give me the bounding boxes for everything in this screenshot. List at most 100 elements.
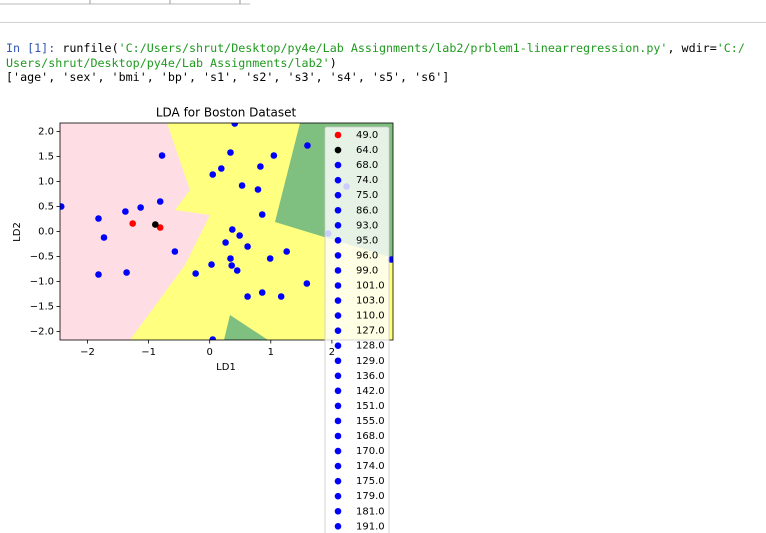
legend-label: 64.0 <box>356 145 378 156</box>
point <box>192 270 199 277</box>
legend-marker <box>334 372 342 380</box>
point <box>95 271 102 278</box>
legend-label: 181.0 <box>356 506 385 517</box>
legend-label: 127.0 <box>356 326 385 337</box>
point <box>254 186 262 193</box>
legend-marker <box>334 131 342 139</box>
legend-label: 68.0 <box>356 160 378 171</box>
x-tick-label: 1 <box>268 347 274 358</box>
point <box>304 142 311 149</box>
legend-marker <box>334 417 342 425</box>
y-tick-label: 1.0 <box>38 177 54 188</box>
legend-marker <box>334 342 342 350</box>
tab-bar <box>0 0 766 23</box>
legend-label: 142.0 <box>356 386 385 397</box>
point <box>244 293 251 300</box>
point <box>257 163 264 170</box>
legend-label: 95.0 <box>356 235 378 246</box>
legend-marker <box>334 492 342 500</box>
point <box>123 269 130 276</box>
legend-label: 75.0 <box>356 190 378 201</box>
legend-label: 175.0 <box>356 476 385 487</box>
legend-label: 170.0 <box>356 446 385 457</box>
tab-strip <box>0 0 250 5</box>
y-tick-label: −1.5 <box>30 302 54 313</box>
legend-marker <box>334 252 342 259</box>
point <box>270 152 278 159</box>
point <box>129 220 137 227</box>
x-tick-label: −2 <box>80 347 95 358</box>
legend-label: 179.0 <box>356 491 385 502</box>
legend-label: 136.0 <box>356 371 385 382</box>
point <box>152 221 159 228</box>
legend-label: 93.0 <box>356 220 378 231</box>
point <box>283 248 290 255</box>
code-string: 'C:/Users/shrut/Desktop/py4e/Lab Assignm… <box>118 41 668 55</box>
point <box>228 262 235 269</box>
point <box>209 171 217 178</box>
point <box>236 232 243 239</box>
code: runfile( <box>62 41 119 55</box>
point <box>231 123 239 127</box>
point <box>158 152 166 159</box>
point <box>100 234 108 241</box>
legend-marker <box>334 176 342 184</box>
prompt: In [1]: <box>6 41 56 55</box>
y-tick-label: −2.0 <box>30 327 54 338</box>
point <box>208 261 215 268</box>
point <box>95 215 102 222</box>
legend-marker <box>334 357 342 365</box>
y-tick-label: 0.5 <box>38 202 54 213</box>
point <box>233 267 241 274</box>
y-tick-label: 1.5 <box>38 152 54 163</box>
y-tick-label: 2.0 <box>38 127 54 138</box>
legend-label: 86.0 <box>356 205 378 216</box>
legend: 49.0 64.0 68.0 74.0 75.0 86.0 93.0 95.0 96.0 99.0… <box>324 126 390 533</box>
x-tick-label: −1 <box>141 347 156 358</box>
y-tick-label: −0.5 <box>30 252 54 263</box>
console-output: In [1]: runfile('C:/Users/shrut/Desktop/… <box>6 41 746 85</box>
legend-label: 128.0 <box>356 341 385 352</box>
legend-marker <box>334 282 342 289</box>
legend-marker <box>334 297 342 304</box>
output-line: ['age', 'sex', 'bmi', 'bp', 's1', 's2', … <box>6 70 450 84</box>
legend-marker <box>334 222 342 229</box>
legend-label: 151.0 <box>356 401 385 412</box>
point <box>244 243 251 250</box>
point <box>238 182 246 189</box>
point <box>209 336 217 340</box>
point <box>218 165 225 172</box>
y-tick-label: 0.0 <box>38 227 54 238</box>
point <box>303 280 311 287</box>
legend-marker <box>334 327 342 334</box>
legend-marker <box>334 161 342 169</box>
region-pink <box>60 123 210 340</box>
legend-label: 74.0 <box>356 175 378 186</box>
point <box>277 293 285 300</box>
points <box>60 123 393 340</box>
legend-marker <box>334 191 342 199</box>
legend-label: 99.0 <box>356 265 378 276</box>
legend-box <box>324 126 390 533</box>
legend-marker <box>334 507 342 515</box>
x-tick-label: 2 <box>329 347 335 358</box>
point <box>156 198 164 205</box>
legend-label: 101.0 <box>356 281 385 292</box>
legend-marker <box>334 237 342 244</box>
point <box>266 255 274 262</box>
legend-marker <box>334 477 342 485</box>
point <box>156 224 164 231</box>
legend-marker <box>334 387 342 395</box>
legend-marker <box>334 523 342 530</box>
legend-label: 49.0 <box>356 130 378 141</box>
region-green <box>224 315 268 340</box>
point <box>137 204 144 211</box>
point <box>258 211 266 218</box>
legend-marker <box>334 146 342 154</box>
legend-marker <box>334 267 342 274</box>
point <box>60 203 65 210</box>
x-axis-label: LD1 <box>216 362 236 373</box>
point <box>222 239 229 246</box>
legend-label: 155.0 <box>356 416 385 427</box>
